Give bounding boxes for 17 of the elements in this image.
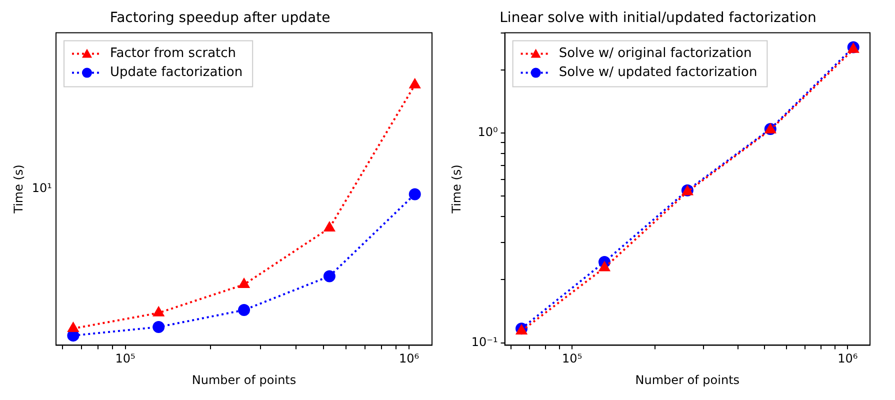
chart-title: Linear solve with initial/updated factorization <box>500 10 816 26</box>
y-tick-label: 10⁰ <box>478 125 498 140</box>
x-tick-label: 10⁵ <box>115 352 136 366</box>
x-axis-title: Number of points <box>635 372 740 387</box>
legend-label: Solve w/ updated factorization <box>558 65 758 80</box>
legend-label: Factor from scratch <box>110 46 236 62</box>
x-tick-label: 10⁵ <box>562 352 582 366</box>
chart-title: Factoring speedup after update <box>110 10 330 26</box>
y-axis-title: Time (s) <box>11 164 26 214</box>
legend-label: Solve w/ original factorization <box>558 46 752 62</box>
y-axis-title: Time (s) <box>449 164 464 214</box>
legend-label: Update factorization <box>110 65 243 80</box>
y-tick-label: 10⁻¹ <box>471 335 498 350</box>
x-axis-title: Number of points <box>192 372 296 387</box>
x-tick-label: 10⁶ <box>838 352 858 366</box>
text: 10¹ <box>32 181 52 196</box>
x-tick-label: 10⁶ <box>398 352 420 366</box>
